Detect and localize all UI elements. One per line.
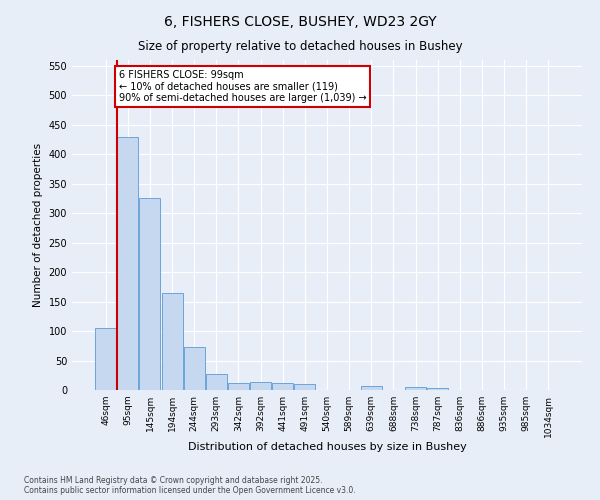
- Bar: [95, 328, 116, 390]
- X-axis label: Distribution of detached houses by size in Bushey: Distribution of detached houses by size …: [188, 442, 466, 452]
- Text: Size of property relative to detached houses in Bushey: Size of property relative to detached ho…: [137, 40, 463, 53]
- Bar: [184, 347, 205, 390]
- Bar: [161, 293, 182, 390]
- Bar: [206, 374, 227, 390]
- Text: 6 FISHERS CLOSE: 99sqm
← 10% of detached houses are smaller (119)
90% of semi-de: 6 FISHERS CLOSE: 99sqm ← 10% of detached…: [119, 70, 366, 103]
- Bar: [250, 382, 271, 390]
- Bar: [427, 388, 448, 390]
- Bar: [272, 383, 293, 390]
- Bar: [295, 384, 316, 390]
- Text: 6, FISHERS CLOSE, BUSHEY, WD23 2GY: 6, FISHERS CLOSE, BUSHEY, WD23 2GY: [164, 15, 436, 29]
- Text: Contains HM Land Registry data © Crown copyright and database right 2025.
Contai: Contains HM Land Registry data © Crown c…: [24, 476, 356, 495]
- Bar: [405, 387, 426, 390]
- Bar: [118, 136, 139, 390]
- Y-axis label: Number of detached properties: Number of detached properties: [33, 143, 43, 307]
- Bar: [361, 386, 382, 390]
- Bar: [228, 383, 249, 390]
- Bar: [139, 198, 160, 390]
